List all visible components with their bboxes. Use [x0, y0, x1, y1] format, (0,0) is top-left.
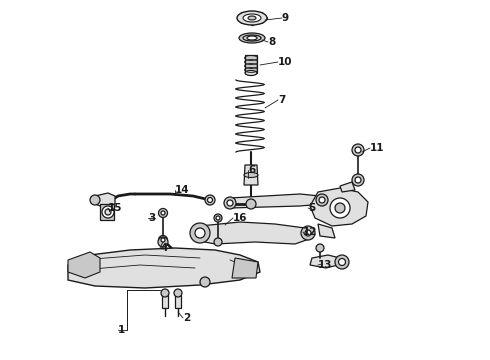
- Ellipse shape: [243, 14, 261, 22]
- Ellipse shape: [239, 33, 265, 43]
- Circle shape: [352, 144, 364, 156]
- Circle shape: [161, 211, 165, 215]
- Circle shape: [339, 258, 345, 266]
- Circle shape: [316, 194, 328, 206]
- Ellipse shape: [237, 11, 267, 25]
- Text: 13: 13: [318, 260, 333, 270]
- Circle shape: [102, 206, 114, 218]
- Circle shape: [224, 197, 236, 209]
- Circle shape: [214, 214, 222, 222]
- Ellipse shape: [248, 16, 256, 20]
- Circle shape: [195, 228, 205, 238]
- Circle shape: [355, 147, 361, 153]
- Circle shape: [352, 174, 364, 186]
- Polygon shape: [68, 248, 260, 288]
- Circle shape: [227, 200, 233, 206]
- Circle shape: [205, 195, 215, 205]
- Circle shape: [316, 244, 324, 252]
- Text: 4: 4: [160, 243, 168, 253]
- Text: 8: 8: [268, 37, 275, 47]
- Text: 5: 5: [308, 203, 315, 213]
- Circle shape: [335, 255, 349, 269]
- Ellipse shape: [247, 36, 257, 40]
- Polygon shape: [232, 258, 258, 278]
- Ellipse shape: [245, 71, 257, 76]
- Text: 11: 11: [370, 143, 385, 153]
- Text: 12: 12: [303, 227, 318, 237]
- Circle shape: [319, 197, 325, 203]
- Polygon shape: [175, 295, 181, 308]
- Circle shape: [174, 289, 182, 297]
- Text: 3: 3: [148, 213, 155, 223]
- Circle shape: [355, 177, 361, 183]
- Text: 16: 16: [233, 213, 247, 223]
- Polygon shape: [310, 255, 342, 268]
- Circle shape: [305, 230, 311, 236]
- Polygon shape: [310, 188, 368, 226]
- Polygon shape: [318, 224, 335, 238]
- Circle shape: [207, 198, 213, 202]
- Text: 6: 6: [248, 165, 255, 175]
- Circle shape: [105, 209, 111, 215]
- Text: 10: 10: [278, 57, 293, 67]
- Circle shape: [158, 237, 168, 247]
- Circle shape: [335, 203, 345, 213]
- Circle shape: [246, 199, 256, 209]
- Polygon shape: [245, 55, 257, 73]
- Polygon shape: [244, 165, 258, 185]
- Circle shape: [200, 277, 210, 287]
- Circle shape: [216, 216, 220, 220]
- Circle shape: [161, 289, 169, 297]
- Circle shape: [301, 226, 315, 240]
- Circle shape: [161, 238, 165, 242]
- Polygon shape: [100, 204, 114, 220]
- Circle shape: [90, 195, 100, 205]
- Polygon shape: [68, 252, 100, 278]
- Text: 14: 14: [175, 185, 190, 195]
- Circle shape: [190, 223, 210, 243]
- Ellipse shape: [244, 172, 258, 177]
- Polygon shape: [340, 182, 355, 192]
- Polygon shape: [230, 194, 322, 208]
- Text: 15: 15: [108, 203, 122, 213]
- Text: 2: 2: [183, 313, 190, 323]
- Circle shape: [214, 238, 222, 246]
- Circle shape: [158, 235, 168, 244]
- Ellipse shape: [243, 35, 261, 41]
- Text: 9: 9: [282, 13, 289, 23]
- Polygon shape: [93, 193, 115, 206]
- Polygon shape: [162, 295, 168, 308]
- Text: 1: 1: [118, 325, 125, 335]
- Circle shape: [330, 198, 350, 218]
- Circle shape: [158, 208, 168, 217]
- Polygon shape: [195, 222, 312, 244]
- Text: 7: 7: [278, 95, 285, 105]
